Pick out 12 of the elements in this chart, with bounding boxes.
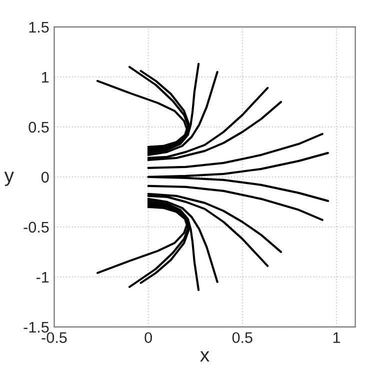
y-axis-title: y — [4, 172, 14, 186]
y-tick-label: -1.5 — [24, 322, 49, 333]
y-tick-label: 0.5 — [28, 122, 49, 133]
x-tick-label: 0 — [144, 332, 152, 344]
y-tick-label: -0.5 — [24, 222, 49, 233]
y-tick-label: 1 — [42, 72, 49, 82]
x-tick-label: 0.5 — [232, 332, 252, 344]
x-tick-label: 1 — [333, 332, 340, 343]
y-tick-label: 0 — [41, 172, 49, 183]
x-axis-title: x — [200, 351, 210, 362]
y-tick-label: 1.5 — [29, 22, 49, 33]
y-tick-label: -1 — [36, 272, 49, 282]
